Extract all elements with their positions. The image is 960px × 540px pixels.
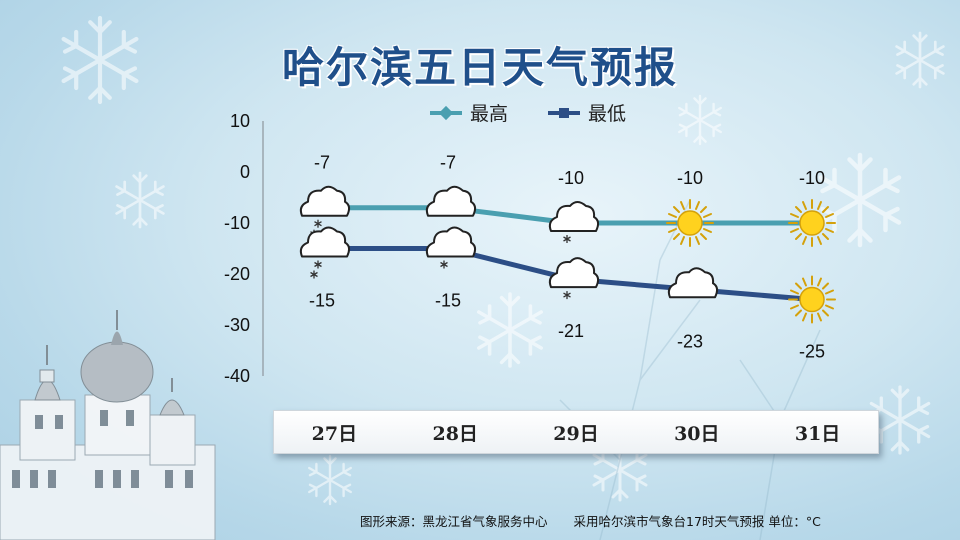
x-tick-label: 27日 bbox=[311, 422, 358, 445]
data-label-low: -25 bbox=[799, 342, 825, 362]
x-tick-label: 28日 bbox=[432, 422, 478, 445]
data-labels-layer: -7 -7 -10 -10 -10 -15 -15 -21 -23 -25 bbox=[309, 153, 825, 362]
legend-label: 最低 bbox=[588, 103, 626, 125]
y-axis-ticks: 10 0 -10 -20 -30 -40 bbox=[224, 111, 250, 386]
x-axis-category-bar: 27日 28日 29日 30日 31日 bbox=[273, 410, 879, 454]
footer-source: 图形来源：黑龙江省气象服务中心 bbox=[360, 514, 548, 529]
x-tick-label: 30日 bbox=[674, 422, 720, 445]
data-label-low: -23 bbox=[677, 331, 703, 351]
data-label-low: -21 bbox=[558, 321, 584, 341]
data-label-high: -10 bbox=[799, 168, 825, 188]
data-label-low: -15 bbox=[435, 291, 461, 311]
data-label-high: -10 bbox=[558, 168, 584, 188]
data-label-high: -7 bbox=[440, 153, 456, 173]
cloud-snow-icon bbox=[299, 226, 351, 280]
x-tick-label: 31日 bbox=[794, 422, 841, 445]
footer-note: 采用哈尔滨市气象台17时天气预报 单位：°C bbox=[573, 514, 821, 529]
data-label-high: -10 bbox=[677, 168, 703, 188]
cloud-snow-icon bbox=[548, 257, 600, 300]
sun-icon bbox=[788, 275, 836, 324]
chart-title: 哈尔滨五日天气预报 bbox=[281, 43, 678, 92]
y-tick-label: -10 bbox=[224, 213, 250, 233]
x-tick-label: 29日 bbox=[553, 422, 599, 445]
sun-icon bbox=[666, 199, 714, 247]
y-tick-label: -40 bbox=[224, 366, 250, 386]
y-tick-label: -20 bbox=[224, 264, 250, 284]
legend-marker-diamond bbox=[438, 105, 454, 121]
cloud-icon bbox=[667, 267, 719, 299]
sun-icon bbox=[788, 199, 836, 247]
y-tick-label: 10 bbox=[230, 111, 250, 131]
legend-label: 最高 bbox=[470, 103, 508, 125]
y-tick-label: -30 bbox=[224, 315, 250, 335]
y-tick-label: 0 bbox=[240, 162, 250, 182]
footer: 图形来源：黑龙江省气象服务中心 采用哈尔滨市气象台17时天气预报 单位：°C bbox=[360, 511, 950, 530]
chart-legend: 最高 最低 bbox=[430, 103, 626, 125]
legend-marker-square bbox=[559, 108, 569, 118]
cloud-snow-icon bbox=[425, 226, 477, 270]
cloud-snow-icon bbox=[548, 201, 600, 244]
data-label-low: -15 bbox=[309, 291, 335, 311]
cathedral-illustration bbox=[0, 310, 216, 540]
data-label-high: -7 bbox=[314, 153, 330, 173]
cloud-icon bbox=[425, 185, 477, 217]
